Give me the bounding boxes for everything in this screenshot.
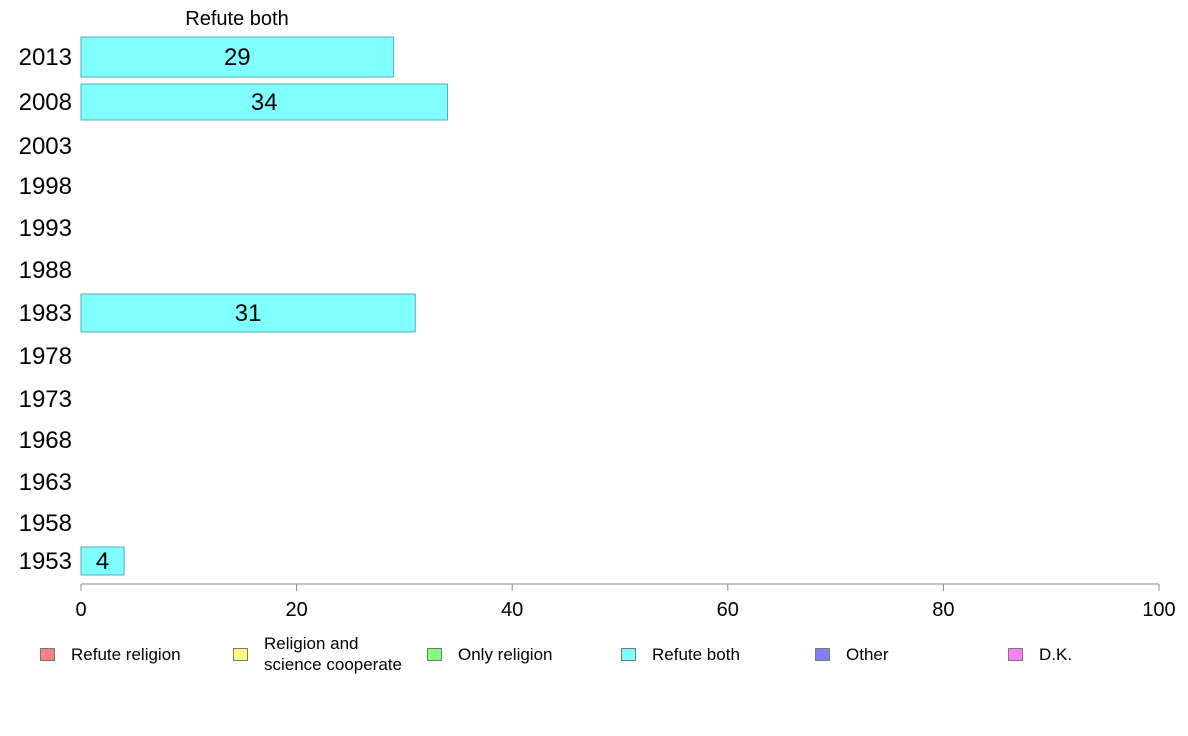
legend-swatch (1008, 647, 1023, 661)
x-tick-label: 60 (717, 599, 739, 621)
y-tick-label: 2003 (19, 133, 72, 160)
y-tick-label: 1963 (19, 469, 72, 496)
legend: Refute religion Religion and science coop… (0, 632, 1188, 682)
legend-label: D.K. (1039, 644, 1073, 664)
legend-swatch (815, 647, 830, 661)
legend-item: D.K. (1008, 632, 1072, 676)
bar (80, 293, 416, 333)
bar (80, 83, 449, 121)
legend-label: Other (846, 644, 889, 664)
bar (80, 546, 125, 576)
x-axis: 0 20 40 60 80 100 (75, 583, 1176, 621)
x-tick-label: 80 (932, 599, 954, 621)
legend-item: Only religion (427, 632, 553, 676)
y-tick-label: 1998 (19, 173, 72, 200)
y-axis-labels: 2013 2008 2003 1998 1993 1988 1983 1978 1973 1968… (19, 44, 72, 575)
y-tick-label: 1993 (19, 215, 72, 242)
legend-label: Refute both (652, 644, 740, 664)
legend-swatch (427, 647, 442, 661)
bar-value-label: 34 (251, 89, 278, 116)
legend-label: Refute religion (71, 644, 181, 664)
y-tick-label: 1958 (19, 510, 72, 537)
y-tick-label: 1953 (19, 548, 72, 575)
bar-value-label: 4 (96, 548, 109, 575)
legend-label: Religion and science cooperate (264, 634, 402, 674)
legend-item: Other (815, 632, 889, 676)
bar-value-label: 31 (235, 300, 262, 327)
x-tick-label: 20 (285, 599, 307, 621)
legend-label: Only religion (458, 644, 553, 664)
y-tick-label: 1968 (19, 427, 72, 454)
y-tick-label: 1983 (19, 300, 72, 327)
bar (80, 36, 395, 78)
y-tick-label: 1978 (19, 343, 72, 370)
y-tick-label: 2013 (19, 44, 72, 71)
y-tick-label: 2008 (19, 89, 72, 116)
legend-swatch (233, 647, 248, 661)
bar-value-label: 29 (224, 44, 251, 71)
legend-swatch (621, 647, 636, 661)
legend-item: Religion and science cooperate (233, 632, 402, 676)
legend-swatch (40, 647, 55, 661)
x-tick-label: 100 (1142, 599, 1175, 621)
chart-title: Refute both (185, 8, 288, 30)
legend-item: Refute religion (40, 632, 181, 676)
legend-item: Refute both (621, 632, 740, 676)
x-tick-label: 0 (75, 599, 86, 621)
y-tick-label: 1988 (19, 257, 72, 284)
y-tick-label: 1973 (19, 386, 72, 413)
x-tick-label: 40 (501, 599, 523, 621)
